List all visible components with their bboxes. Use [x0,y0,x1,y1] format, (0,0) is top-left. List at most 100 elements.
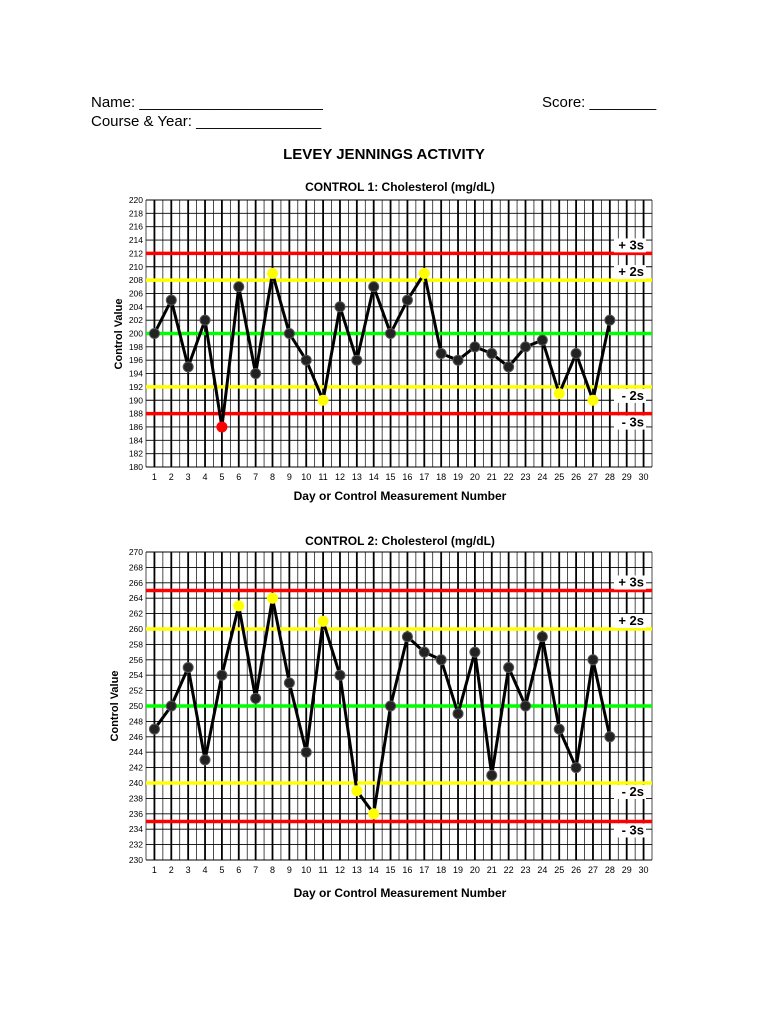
y-tick-label: 190 [129,395,143,405]
y-tick-label: 246 [129,732,143,742]
data-point [300,354,312,366]
y-tick-label: 260 [129,624,143,634]
document-title: LEVEY JENNINGS ACTIVITY [283,146,485,163]
y-tick-label: 238 [129,793,143,803]
x-tick-label: 21 [487,865,497,875]
data-point [486,348,498,360]
data-point [469,341,481,353]
name-blank[interactable]: ______________________ [139,94,323,111]
y-tick-label: 264 [129,593,143,603]
name-field[interactable]: Name: ______________________ [91,94,323,111]
score-blank[interactable]: ________ [589,94,657,111]
x-tick-label: 9 [287,865,292,875]
data-point [165,294,177,306]
course-year-field[interactable]: Course & Year: _______________ [91,113,321,130]
course-year-label: Course & Year: [91,113,192,130]
control-label-bg [614,785,646,799]
x-tick-label: 17 [419,472,429,482]
x-tick-label: 9 [287,472,292,482]
data-point [216,421,228,433]
y-tick-label: 186 [129,422,143,432]
data-point [435,654,447,666]
control-label-bg [614,415,646,430]
y-tick-label: 180 [129,462,143,472]
control-label-bg [614,823,646,838]
x-tick-label: 4 [203,865,208,875]
data-point [283,328,295,339]
data-point [587,654,599,666]
x-tick-label: 13 [352,865,362,875]
data-point [233,600,245,612]
data-point [283,677,295,689]
data-point [570,348,582,360]
data-point [368,281,380,293]
data-point [536,334,548,346]
data-point [199,754,211,766]
y-tick-label: 242 [129,763,143,773]
y-tick-label: 258 [129,639,143,649]
x-tick-label: 25 [554,865,564,875]
x-tick-label: 7 [253,865,258,875]
data-point [267,267,278,279]
y-axis-label: Control Value [109,671,121,742]
x-tick-label: 12 [335,865,345,875]
control-limit-label: - 3s [622,415,644,430]
x-tick-label: 13 [352,472,362,482]
data-point [250,692,262,704]
x-tick-label: 24 [537,865,547,875]
x-tick-label: 10 [301,472,311,482]
control-limit-label: + 3s [618,237,644,252]
x-tick-label: 5 [219,865,224,875]
y-tick-label: 270 [129,547,143,557]
data-point [250,368,262,380]
x-tick-label: 29 [622,472,632,482]
x-tick-label: 16 [402,865,412,875]
x-tick-label: 28 [605,865,615,875]
x-tick-label: 11 [318,472,327,482]
data-point [553,388,565,400]
data-point [182,361,194,373]
y-tick-label: 200 [129,329,143,339]
x-tick-label: 6 [236,472,241,482]
y-tick-label: 210 [129,262,143,272]
control-label-bg [614,238,646,253]
data-point [486,769,498,781]
x-tick-label: 12 [335,472,345,482]
y-tick-label: 268 [129,562,143,572]
x-tick-label: 29 [622,865,632,875]
score-field[interactable]: Score: ________ [542,94,656,111]
y-tick-label: 262 [129,609,143,619]
data-point [435,348,447,360]
x-tick-label: 26 [571,472,581,482]
y-tick-label: 252 [129,686,143,696]
x-tick-label: 23 [520,472,530,482]
y-tick-label: 266 [129,578,143,588]
y-tick-label: 244 [129,747,143,757]
control-limit-label: + 2s [618,613,644,628]
y-tick-label: 240 [129,778,143,788]
data-point [385,328,397,339]
data-point [520,341,531,353]
data-point [351,785,363,797]
control-label-bg [614,265,646,280]
y-tick-label: 196 [129,355,143,365]
x-tick-label: 19 [453,865,463,875]
chart-title: CONTROL 2: Cholesterol (mg/dL) [305,534,495,548]
course-year-blank[interactable]: _______________ [196,113,322,130]
x-tick-label: 14 [369,472,379,482]
control-limit-label: + 3s [618,575,644,590]
data-point [317,394,329,406]
x-tick-label: 11 [318,865,327,875]
data-point [385,700,397,712]
y-tick-label: 248 [129,716,143,726]
y-tick-label: 254 [129,670,143,680]
x-axis-label: Day or Control Measurement Number [294,886,507,900]
data-point [452,708,464,720]
y-tick-label: 188 [129,409,143,419]
data-point [165,700,177,712]
y-tick-label: 212 [129,248,143,258]
data-point [368,808,380,820]
data-point [587,394,599,406]
data-point [334,669,346,681]
x-tick-label: 2 [169,865,174,875]
